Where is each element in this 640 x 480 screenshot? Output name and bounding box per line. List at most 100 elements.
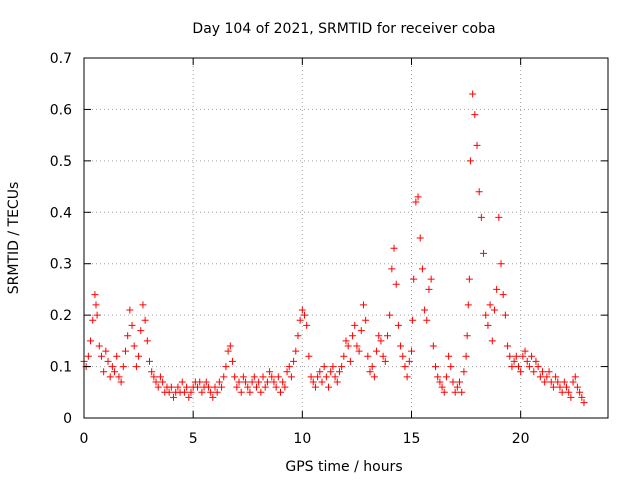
data-point [434,373,442,381]
data-point [377,337,385,345]
y-tick-labels: 0 0.1 0.2 0.3 0.4 0.5 0.6 0.7 [50,51,72,427]
data-point [346,357,354,365]
x-tick-label: 5 [189,431,198,447]
data-point [528,352,536,360]
data-point [399,352,407,360]
data-point [307,373,315,381]
data-point [170,393,178,401]
data-point [146,357,153,365]
data-point [294,332,302,340]
data-point [318,378,326,386]
data-point [84,352,92,360]
data-point [301,311,309,319]
y-tick-label: 0.4 [50,205,72,221]
data-point [442,373,450,381]
data-point [132,363,140,371]
y-tick-label: 0 [63,411,72,427]
data-point [486,301,494,309]
data-point [514,363,522,371]
data-point [401,363,409,371]
data-point [187,388,195,396]
data-point [180,388,188,396]
data-point [342,337,350,345]
data-point [381,357,389,365]
data-point [314,373,322,381]
y-axis-label: SRMTID / TECUs [6,182,22,295]
data-point [536,373,544,381]
data-point [569,378,577,386]
data-point [305,352,313,360]
data-point [563,383,571,391]
data-point [329,363,337,371]
data-point [165,388,173,396]
data-point [281,383,289,391]
data-point [252,383,260,391]
x-tick-label: 20 [512,431,530,447]
data-point [340,352,348,360]
data-point [274,373,282,381]
data-point [464,301,472,309]
data-point [152,378,160,386]
data-point [458,388,466,396]
data-point [359,301,367,309]
data-point [213,388,221,396]
data-point [414,193,422,201]
data-point [501,311,509,319]
data-point [429,342,437,350]
data-point [451,388,459,396]
data-point [480,249,488,257]
data-point [231,373,239,381]
y-tick-label: 0.3 [50,257,72,273]
data-point [93,311,101,319]
data-point [506,352,514,360]
x-axis-label: GPS time / hours [285,459,402,475]
plot-frame [83,57,609,419]
data-point [121,347,129,355]
data-point [104,357,112,365]
y-tick-label: 0.2 [50,308,72,324]
data-point [368,363,376,371]
data-point [418,265,426,273]
data-point [130,342,138,350]
data-point [292,347,300,355]
data-point [242,378,250,386]
data-point [266,368,274,376]
data-point [349,332,357,340]
x-tick-label: 10 [293,431,311,447]
data-point [541,378,549,386]
data-point [403,373,411,381]
data-point [394,321,402,329]
data-point [495,213,503,221]
data-point [331,373,339,381]
data-point [100,368,108,376]
data-point [373,347,381,355]
data-point [408,347,415,355]
data-point [255,378,263,386]
data-point [268,373,276,381]
data-point [237,388,245,396]
data-point [126,306,134,314]
data-point [379,352,387,360]
data-point [91,291,99,299]
data-point [95,342,103,350]
data-point [490,306,498,314]
data-point [167,383,175,391]
data-point [246,388,254,396]
data-points [80,90,588,407]
data-point [469,90,477,98]
data-point [333,378,341,386]
data-point [427,275,435,283]
data-point [228,357,236,365]
data-point [547,378,555,386]
data-point [456,378,464,386]
data-point [567,393,575,401]
data-point [460,368,468,376]
data-point [335,368,343,376]
data-point [432,363,440,371]
data-point [174,383,182,391]
data-point [484,321,492,329]
data-point [471,111,479,119]
data-point [97,352,105,360]
data-point [565,388,573,396]
x-tick-labels: 0 5 10 15 20 [80,431,530,447]
